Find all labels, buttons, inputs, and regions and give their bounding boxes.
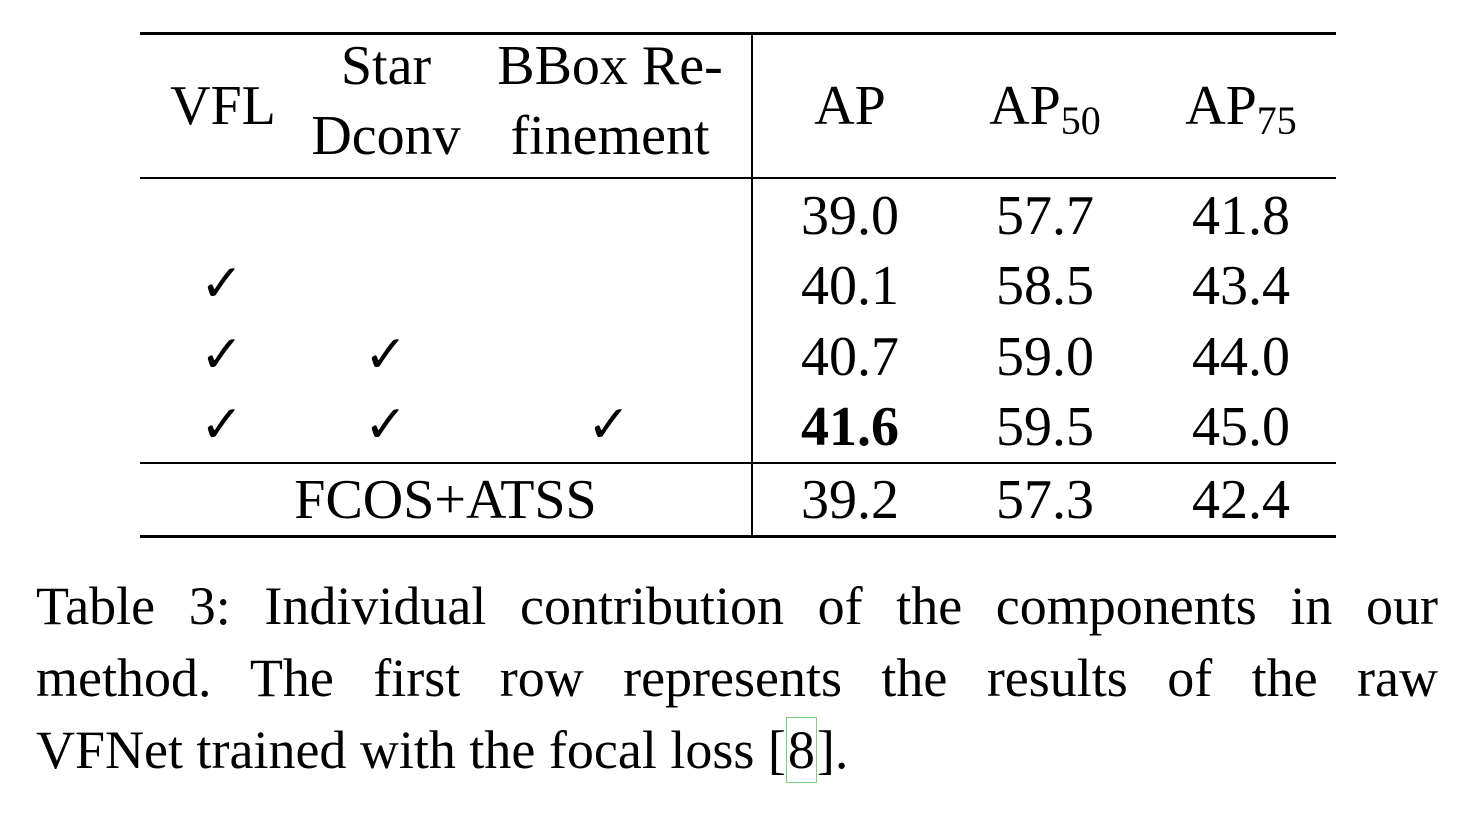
header-ap50: AP50 (970, 75, 1120, 141)
row4-ap75: 45.0 (1192, 396, 1290, 458)
table-top-rule (140, 32, 1336, 35)
baseline-label: FCOS+ATSS (294, 469, 597, 531)
row3-ap75: 44.0 (1192, 326, 1290, 388)
table-bottom-rule (140, 535, 1336, 538)
citation-link[interactable]: 8 (785, 717, 817, 783)
row4-vfl-check: ✓ (200, 395, 244, 455)
header-bbox-line1: BBox Re- (497, 35, 723, 97)
row4-ap-best: 41.6 (801, 396, 899, 458)
row2-ap: 40.1 (801, 255, 899, 317)
caption-line-2: method. The first row represents the res… (36, 648, 1438, 708)
results-table: VFL Star Dconv BBox Re- finement AP AP50… (140, 32, 1336, 538)
row3-star-check: ✓ (364, 325, 408, 385)
header-ap75: AP75 (1166, 75, 1316, 141)
header-vfl: VFL (170, 75, 276, 137)
caption-line-3: VFNet trained with the focal loss [8]. (36, 714, 1438, 786)
header-ap75-sub: 75 (1256, 98, 1297, 143)
row1-ap75: 41.8 (1192, 185, 1290, 247)
row1-ap50: 57.7 (996, 185, 1094, 247)
baseline-ap50: 57.3 (996, 469, 1094, 531)
row1-ap: 39.0 (801, 185, 899, 247)
header-ap75-base: AP (1185, 75, 1257, 137)
table-column-divider (751, 32, 753, 538)
header-ap50-sub: 50 (1060, 98, 1101, 143)
row2-ap50: 58.5 (996, 255, 1094, 317)
caption-line-1: Table 3: Individual contribution of the … (36, 576, 1438, 636)
row3-ap50: 59.0 (996, 326, 1094, 388)
row2-ap75: 43.4 (1192, 255, 1290, 317)
header-bbox-refinement: BBox Re- finement (485, 31, 735, 171)
baseline-ap75: 42.4 (1192, 469, 1290, 531)
row2-vfl-check: ✓ (200, 254, 244, 314)
caption-line-3-text: VFNet trained with the focal loss [ (36, 720, 786, 780)
header-bbox-line2: finement (510, 105, 710, 167)
caption-line-3-end: ]. (816, 720, 849, 780)
baseline-ap: 39.2 (801, 469, 899, 531)
table-header-rule (140, 177, 1336, 179)
row4-ap50: 59.5 (996, 396, 1094, 458)
header-star-line2: Dconv (311, 105, 461, 167)
header-star-line1: Star (340, 35, 432, 97)
row4-star-check: ✓ (364, 395, 408, 455)
table-caption: Table 3: Individual contribution of the … (36, 570, 1438, 786)
row3-ap: 40.7 (801, 326, 899, 388)
header-star-dconv: Star Dconv (302, 31, 470, 171)
row4-bbox-check: ✓ (587, 395, 631, 455)
header-ap: AP (814, 75, 886, 137)
header-ap50-base: AP (989, 75, 1061, 137)
row3-vfl-check: ✓ (200, 325, 244, 385)
table-baseline-rule (140, 462, 1336, 464)
